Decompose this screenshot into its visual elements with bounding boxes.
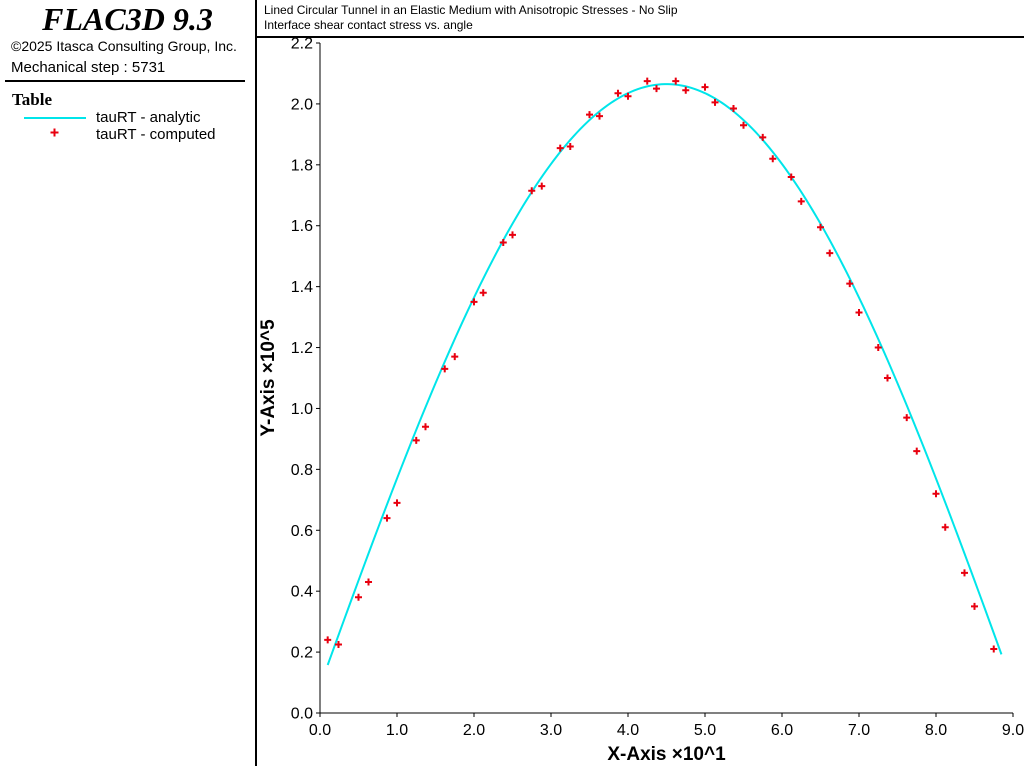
legend-title: Table — [12, 90, 53, 109]
x-tick-label: 2.0 — [463, 722, 485, 739]
computed-point-marker — [624, 92, 632, 100]
computed-point-marker — [971, 602, 978, 610]
computed-point-marker — [441, 365, 449, 373]
legend-computed-plus-icon — [50, 128, 59, 137]
y-tick-label: 1.6 — [291, 218, 313, 235]
computed-point-marker — [643, 77, 651, 85]
computed-point-marker — [941, 523, 949, 531]
x-tick-label: 1.0 — [386, 722, 408, 739]
computed-point-marker — [960, 569, 968, 577]
y-tick-label: 1.0 — [291, 401, 313, 418]
copyright-text: ©2025 Itasca Consulting Group, Inc. — [11, 38, 237, 54]
plot-title: Lined Circular Tunnel in an Elastic Medi… — [264, 3, 678, 17]
x-tick-label: 4.0 — [617, 722, 639, 739]
y-tick-label: 1.2 — [291, 340, 313, 357]
computed-point-marker — [393, 499, 401, 507]
computed-point-marker — [365, 578, 373, 586]
y-tick-label: 0.4 — [291, 584, 313, 601]
computed-point-marker — [682, 86, 690, 94]
computed-point-marker — [855, 309, 863, 317]
computed-point-marker — [614, 89, 622, 97]
chart-svg: 0.0 0.2 0.4 0.6 0.8 1.0 1.2 1.4 1.6 1.8 2.0 2.2 0.0 1… — [258, 36, 1024, 766]
mechanical-step-text: Mechanical step : 5731 — [11, 59, 166, 76]
x-tick-label: 3.0 — [540, 722, 562, 739]
y-axis-title: Y-Axis ×10^5 — [258, 319, 279, 437]
computed-point-marker — [334, 640, 342, 648]
x-tick-label: 5.0 — [694, 722, 716, 739]
computed-point-marker — [932, 490, 940, 498]
computed-point-marker — [883, 374, 891, 382]
y-tick-label: 2.0 — [291, 96, 313, 113]
computed-point-marker — [826, 249, 834, 257]
divider — [5, 80, 245, 82]
x-tick-label: 7.0 — [848, 722, 870, 739]
computed-point-marker — [701, 83, 709, 91]
computed-point-marker — [586, 111, 593, 119]
computed-point-marker — [787, 173, 795, 181]
x-tick-label: 6.0 — [771, 722, 793, 739]
computed-point-marker — [383, 514, 391, 522]
computed-point-marker — [538, 182, 546, 190]
computed-point-marker — [556, 144, 564, 152]
legend-label-computed: tauRT - computed — [96, 126, 216, 143]
y-tick-label: 0.0 — [291, 706, 313, 723]
computed-point-marker — [990, 645, 998, 653]
computed-point-marker — [412, 436, 420, 444]
analytic-curve-line — [326, 83, 1003, 666]
computed-point-marker — [499, 238, 507, 246]
computed-point-marker — [566, 143, 574, 151]
computed-point-marker — [846, 280, 854, 288]
computed-point-marker — [759, 133, 767, 141]
computed-point-marker — [421, 423, 429, 431]
computed-point-marker — [817, 223, 824, 231]
y-tick-label: 1.8 — [291, 157, 313, 174]
legend-analytic-line-icon — [24, 117, 86, 119]
plot-header: Lined Circular Tunnel in an Elastic Medi… — [257, 0, 1024, 38]
computed-point-marker — [797, 197, 805, 205]
computed-point-marker — [596, 112, 604, 120]
computed-point-marker — [740, 121, 747, 129]
app-title: FLAC3D 9.3 — [42, 1, 213, 37]
computed-point-marker — [509, 231, 516, 239]
computed-point-marker — [470, 298, 478, 306]
x-tick-label: 0.0 — [309, 722, 331, 739]
y-tick-label: 0.2 — [291, 645, 313, 662]
computed-point-marker — [874, 344, 882, 352]
computed-point-marker — [769, 155, 777, 163]
plot-subtitle: Interface shear contact stress vs. angle — [264, 18, 473, 32]
legend-label-analytic: tauRT - analytic — [96, 109, 201, 126]
computed-point-marker — [451, 353, 459, 361]
x-axis-title: X-Axis ×10^1 — [607, 744, 726, 765]
computed-point-marker — [479, 289, 487, 297]
computed-point-marker — [528, 187, 536, 195]
computed-point-marker — [711, 98, 719, 106]
computed-point-marker — [324, 636, 332, 644]
y-tick-label: 2.2 — [291, 38, 313, 53]
y-tick-label: 0.8 — [291, 462, 313, 479]
computed-point-marker — [913, 447, 921, 455]
y-tick-label: 1.4 — [291, 279, 313, 296]
computed-point-marker — [652, 85, 660, 93]
x-tick-label: 9.0 — [1002, 722, 1024, 739]
y-tick-label: 0.6 — [291, 523, 313, 540]
computed-point-marker — [729, 104, 737, 112]
chart-area: 0.0 0.2 0.4 0.6 0.8 1.0 1.2 1.4 1.6 1.8 2.0 2.2 0.0 1… — [257, 36, 1024, 768]
legend-panel: FLAC3D 9.3 ©2025 Itasca Consulting Group… — [0, 0, 257, 766]
computed-point-marker — [672, 77, 680, 85]
computed-point-marker — [355, 593, 362, 601]
computed-point-marker — [903, 414, 911, 422]
x-tick-label: 8.0 — [925, 722, 947, 739]
